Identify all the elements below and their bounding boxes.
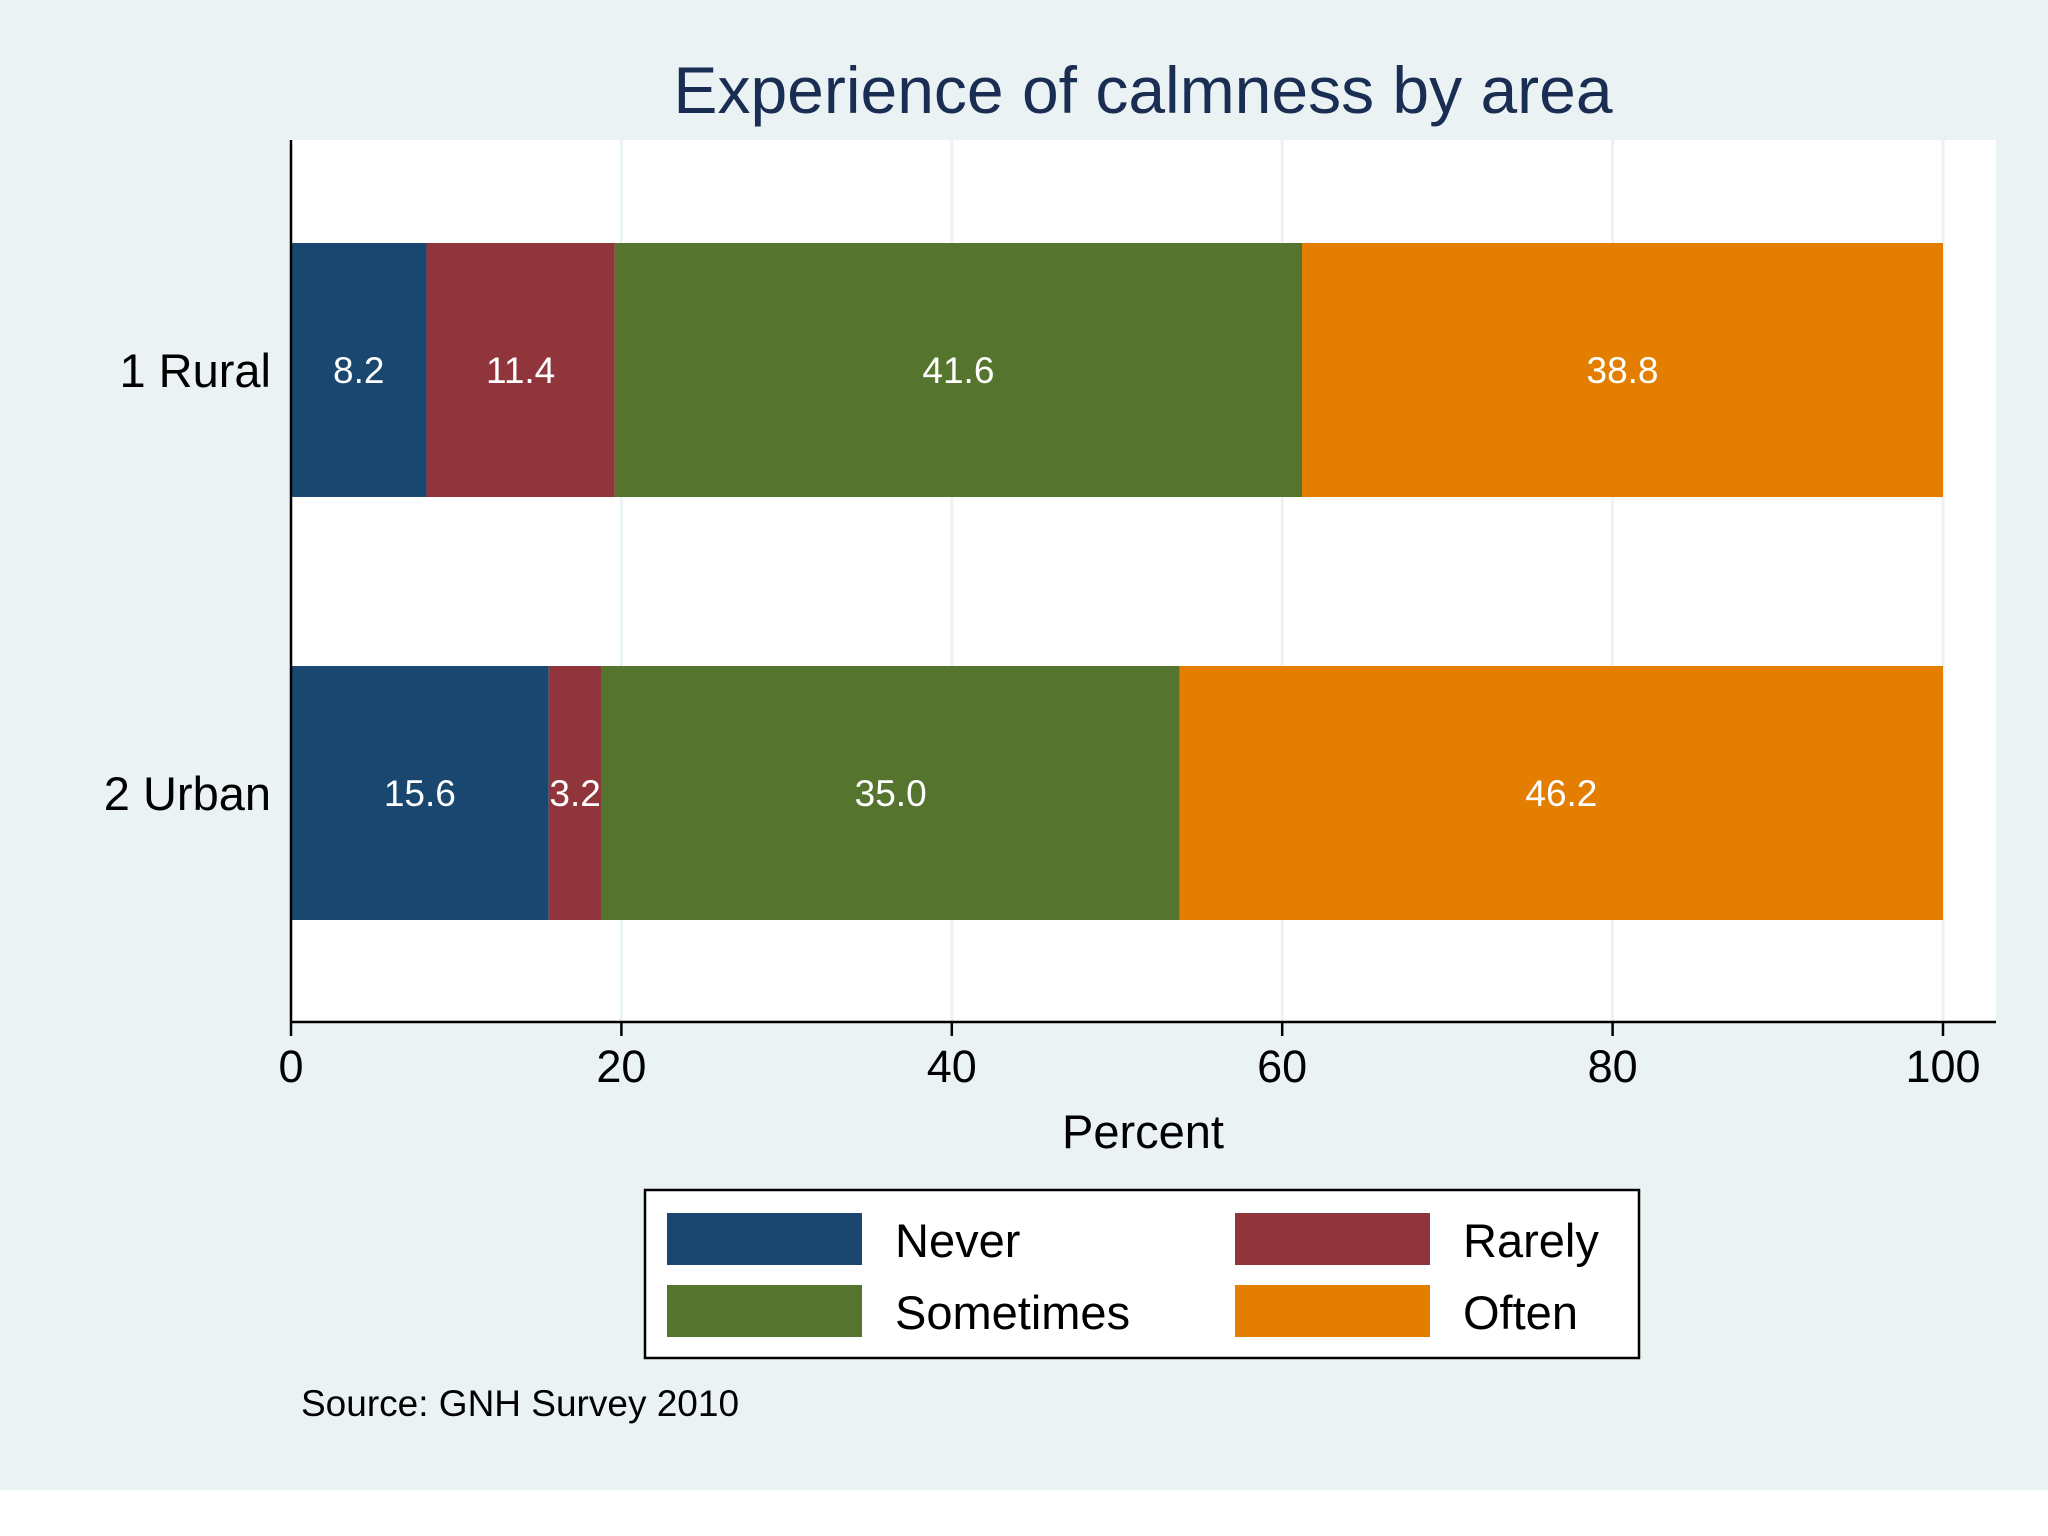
bar-segment-never	[291, 666, 549, 920]
bar-segment-rarely	[426, 243, 615, 497]
legend-label: Often	[1463, 1286, 1578, 1339]
chart-title: Experience of calmness by area	[673, 53, 1612, 127]
bar-segment-never	[291, 243, 427, 497]
legend: Never Rarely Sometimes Often	[643, 1188, 1641, 1360]
legend-label: Rarely	[1463, 1214, 1599, 1267]
data-label: 38.8	[1587, 350, 1659, 391]
legend-swatch-often	[1235, 1285, 1430, 1337]
bar-segment-rarely	[548, 666, 602, 920]
x-tick-label: 40	[927, 1041, 977, 1092]
bar-segment-sometimes	[614, 243, 1303, 497]
bar-segment-often	[1179, 666, 1943, 920]
data-label: 11.4	[486, 350, 555, 391]
legend-swatch-rarely	[1235, 1213, 1430, 1265]
y-axis-categories: 1 Rural 2 Urban	[104, 344, 271, 820]
legend-swatch-never	[667, 1213, 862, 1265]
data-label: 41.6	[922, 350, 994, 391]
x-tick-label: 20	[596, 1041, 646, 1092]
x-tick-label: 60	[1257, 1041, 1307, 1092]
x-tick-label: 100	[1905, 1041, 1980, 1092]
data-label: 15.6	[384, 773, 456, 814]
data-labels: 8.2 11.4 41.6 38.8 15.6 3.2 35.0 46.2	[333, 350, 1659, 814]
x-tick-label: 80	[1588, 1041, 1638, 1092]
x-axis-label: Percent	[1062, 1105, 1224, 1158]
category-label: 1 Rural	[119, 344, 271, 397]
x-axis-ticks: 0 20 40 60 80 100	[278, 1022, 1981, 1092]
bar-segment-often	[1302, 243, 1943, 497]
legend-label: Never	[895, 1214, 1020, 1267]
legend-items: Never Rarely Sometimes Often	[667, 1213, 1599, 1339]
bar-segment-sometimes	[601, 666, 1180, 920]
bars	[291, 243, 1943, 920]
data-label: 46.2	[1525, 773, 1597, 814]
source-note: Source: GNH Survey 2010	[301, 1383, 739, 1424]
data-label: 35.0	[855, 773, 927, 814]
legend-label: Sometimes	[895, 1286, 1130, 1339]
x-tick-label: 0	[278, 1041, 303, 1092]
legend-swatch-sometimes	[667, 1285, 862, 1337]
data-label: 3.2	[549, 773, 600, 814]
category-label: 2 Urban	[104, 767, 271, 820]
data-label: 8.2	[333, 350, 384, 391]
